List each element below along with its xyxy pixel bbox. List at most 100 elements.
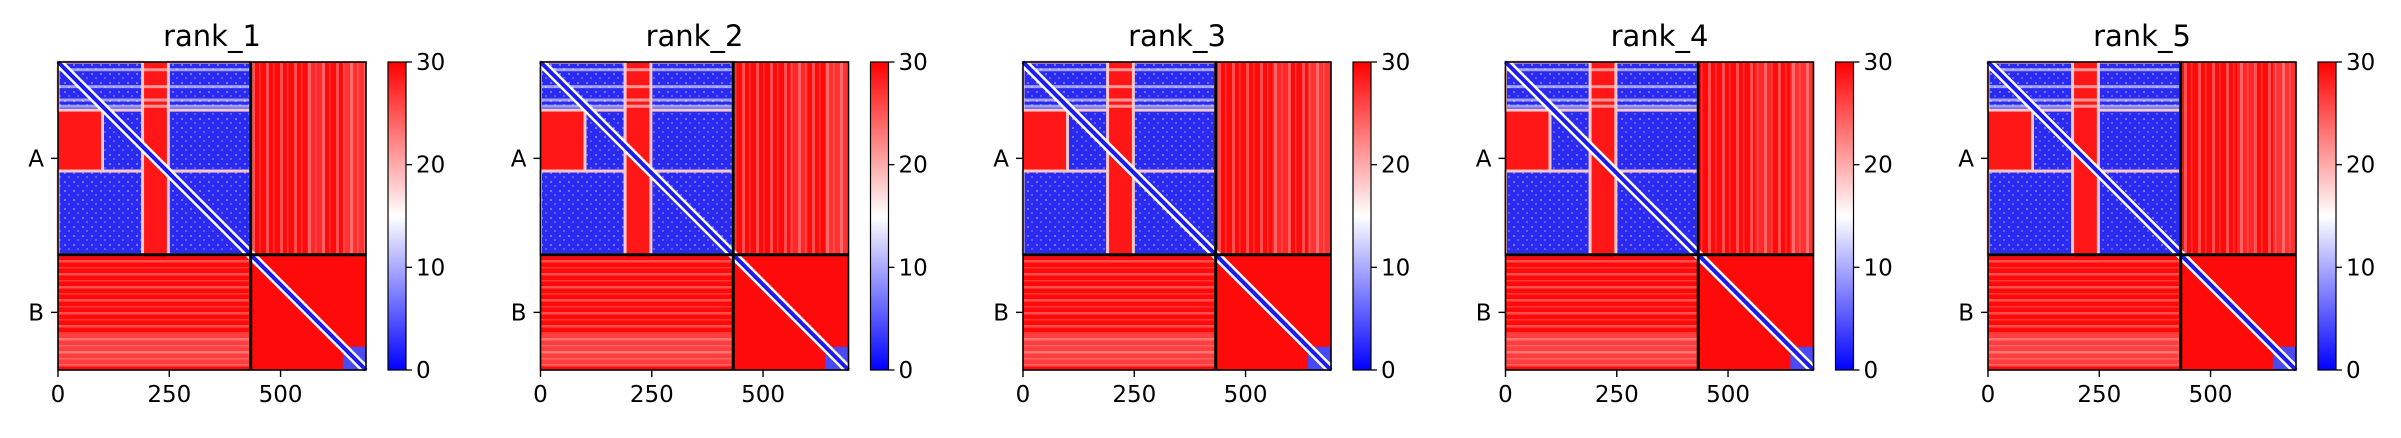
panel-title: rank_4	[1611, 19, 1709, 53]
y-tick-label: A	[511, 146, 527, 172]
x-tick-label: 0	[1016, 382, 1031, 408]
interchain-pale-band	[1272, 62, 1291, 255]
interchain-pale-band	[1988, 333, 2181, 365]
block-texture	[650, 110, 734, 172]
colorbar-tick-label: 30	[1381, 50, 1410, 76]
block-texture	[58, 171, 143, 255]
y-tick-label: A	[1958, 146, 1974, 172]
row-streak	[58, 104, 251, 108]
diagonal	[1986, 60, 2298, 372]
colorbar-tick-label: 0	[1381, 358, 1396, 384]
row-streak	[58, 98, 251, 102]
panel-3: rank_3 0 250 500 A B 0 10 20 30	[993, 19, 1410, 408]
colorbar-tick-label: 10	[1381, 255, 1410, 281]
colorbar-tick-label: 20	[899, 153, 928, 179]
y-tick-label: B	[1958, 300, 1974, 326]
x-tick-label: 250	[630, 382, 674, 408]
x-tick-label: 500	[1706, 382, 1750, 408]
y-tick-label: B	[1476, 300, 1492, 326]
colorbar-tick-label: 20	[1864, 153, 1893, 179]
diagonal	[539, 60, 850, 372]
colorbar-tick-label: 10	[1864, 255, 1893, 281]
x-tick-label: 250	[2077, 382, 2121, 408]
block-texture	[2098, 110, 2181, 172]
colorbar	[1834, 61, 1855, 371]
block-texture	[1505, 171, 1591, 255]
interchain-region-ab	[733, 62, 849, 255]
block-texture	[1615, 110, 1699, 172]
interchain-region-ba	[1505, 254, 1699, 370]
interchain-region-ba	[540, 254, 734, 370]
colorbar-tick-label: 30	[2346, 50, 2375, 76]
y-tick-label: B	[993, 300, 1009, 326]
block-texture	[168, 110, 251, 172]
colorbar-tick-label: 20	[416, 153, 445, 179]
interchain-pale-band	[1307, 62, 1331, 255]
interchain-region-ba	[1988, 254, 2181, 370]
interchain-pale-band	[1754, 62, 1773, 255]
row-streak	[1988, 85, 2181, 89]
plot-frame	[1987, 61, 2297, 371]
row-streak	[1023, 104, 1216, 108]
x-tick-label: 500	[2189, 382, 2233, 408]
row-streak	[1505, 68, 1699, 72]
interchain-region-ab	[1215, 62, 1331, 255]
y-tick-label: B	[511, 300, 527, 326]
colorbar-tick-label: 30	[1864, 50, 1893, 76]
x-tick-label: 250	[147, 382, 191, 408]
row-streak	[540, 98, 734, 102]
y-tick-label: B	[28, 300, 44, 326]
colorbar-tick-label: 10	[416, 255, 445, 281]
colorbar	[387, 61, 407, 371]
diagonal	[1504, 60, 1815, 372]
row-streak	[1023, 98, 1216, 102]
row-streak	[1505, 98, 1699, 102]
interchain-pale-band	[1790, 62, 1813, 255]
y-tick-label: A	[1476, 146, 1492, 172]
row-streak	[540, 104, 734, 108]
x-tick-label: 0	[533, 382, 548, 408]
block-texture	[1133, 110, 1216, 172]
interchain-pale-band	[2237, 62, 2256, 255]
colorbar	[869, 61, 890, 371]
interchain-pale-band	[1505, 333, 1699, 365]
interchain-pale-band	[1023, 333, 1216, 365]
colorbar-tick-label: 20	[1381, 153, 1410, 179]
block-texture	[540, 171, 626, 255]
linker-band-horizontal	[1505, 110, 1551, 172]
plot-frame	[539, 61, 850, 371]
interchain-pale-band	[825, 62, 848, 255]
x-tick-label: 500	[259, 382, 303, 408]
interchain-region-ab	[2180, 62, 2296, 255]
block-texture	[1988, 171, 2073, 255]
panel-title: rank_5	[2093, 19, 2191, 53]
panel-5: rank_5 0 250 500 A B 0 10 20 30	[1958, 19, 2375, 408]
colorbar-tick-label: 30	[416, 50, 445, 76]
diagonal	[1021, 60, 1333, 372]
colorbar-tick-label: 10	[899, 255, 928, 281]
interchain-pale-band	[307, 62, 326, 255]
plot-frame	[1504, 61, 1815, 371]
plot-frame	[1022, 61, 1332, 371]
x-tick-label: 250	[1112, 382, 1156, 408]
interchain-pale-band	[789, 62, 808, 255]
x-tick-label: 500	[741, 382, 785, 408]
linker-band-horizontal	[1988, 110, 2033, 172]
row-streak	[1988, 104, 2181, 108]
panel-title: rank_3	[1128, 19, 1226, 53]
interchain-pale-band	[58, 333, 251, 365]
colorbar-tick-label: 0	[1864, 358, 1879, 384]
interchain-pale-band	[540, 333, 734, 365]
linker-band-horizontal	[58, 110, 103, 172]
panel-1: rank_1 0 250 500 A B 0 10 20 30	[28, 19, 445, 408]
panel-4: rank_4 0 250 500 A B 0 10 20 30	[1476, 19, 1893, 408]
plot-frame	[57, 61, 367, 371]
interchain-pale-band	[2272, 62, 2296, 255]
y-tick-label: A	[28, 146, 44, 172]
colorbar	[2317, 61, 2337, 371]
row-streak	[58, 68, 251, 72]
panel-2: rank_2 0 250 500 A B 0 10 20 30	[511, 19, 928, 408]
colorbar-tick-label: 0	[899, 358, 914, 384]
colorbar-tick-label: 0	[416, 358, 431, 384]
